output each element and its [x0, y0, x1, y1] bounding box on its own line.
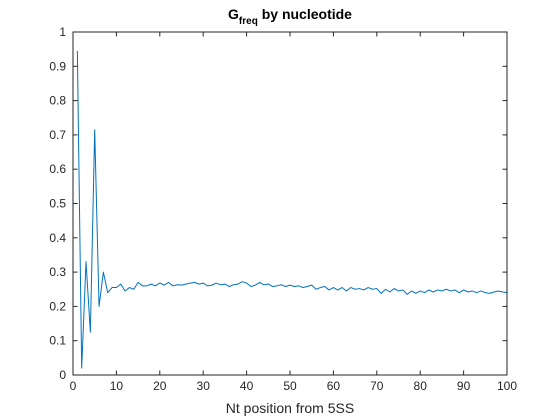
- x-tick-label: 30: [197, 379, 211, 393]
- x-tick-label: 50: [283, 379, 297, 393]
- y-tick-label: 0.8: [49, 94, 66, 108]
- title-subscript: freq: [239, 16, 258, 27]
- y-tick-label: 0.9: [49, 59, 66, 73]
- y-tick-label: 0.1: [49, 334, 66, 348]
- y-tick-label: 0.7: [49, 128, 66, 142]
- chart-title: Gfreq by nucleotide: [228, 6, 352, 27]
- title-suffix: by nucleotide: [258, 6, 352, 22]
- x-axis-label: Nt position from 5SS: [226, 400, 354, 416]
- y-tick-label: 0.5: [49, 197, 66, 211]
- title-prefix: G: [228, 6, 239, 22]
- y-tick-label: 0.4: [49, 231, 66, 245]
- x-tick-label: 60: [327, 379, 341, 393]
- y-tick-label: 1: [59, 25, 66, 39]
- x-tick-label: 40: [240, 379, 254, 393]
- x-tick-label: 70: [370, 379, 384, 393]
- y-tick-label: 0.2: [49, 299, 66, 313]
- series-line: [76, 50, 508, 369]
- plot-area: [73, 32, 507, 375]
- x-tick-label: 90: [457, 379, 471, 393]
- x-tick-label: 20: [153, 379, 167, 393]
- y-tick-label: 0: [59, 368, 66, 382]
- x-tick-label: 0: [70, 379, 77, 393]
- x-tick-label: 100: [497, 379, 517, 393]
- x-tick-label: 80: [414, 379, 428, 393]
- tick-layer: 0 10 20 30 40 50 60 70 80 90 100 0 0.1 0.2 0.3 0.4 0.5 0.…: [49, 25, 517, 393]
- x-tick-label: 10: [110, 379, 124, 393]
- y-tick-label: 0.3: [49, 265, 66, 279]
- series-layer: [76, 50, 508, 369]
- y-tick-label: 0.6: [49, 162, 66, 176]
